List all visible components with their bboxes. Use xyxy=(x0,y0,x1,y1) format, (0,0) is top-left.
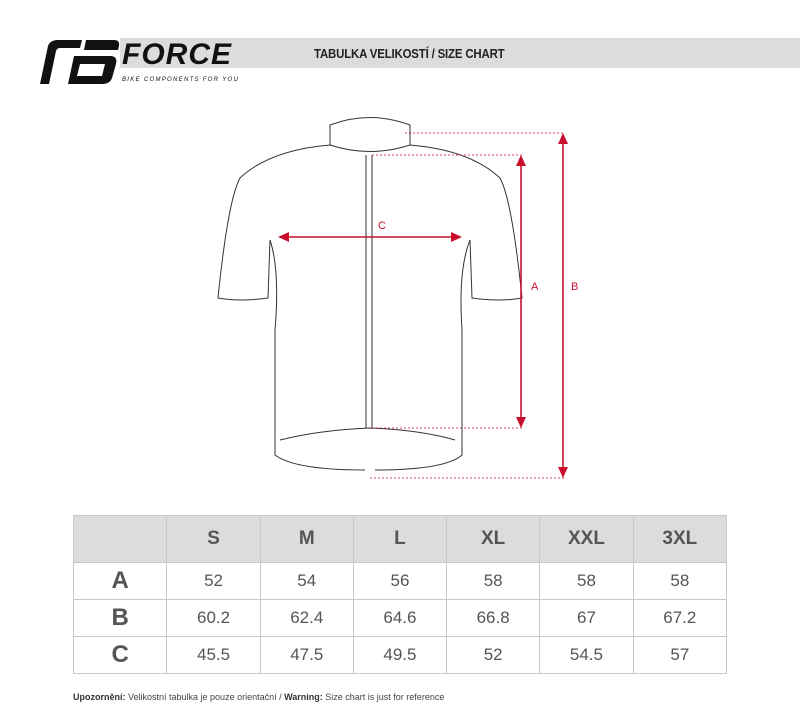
force-logo-icon xyxy=(40,40,120,84)
table-row: A 52 54 56 58 58 58 xyxy=(72,562,728,600)
size-col: L xyxy=(352,515,448,563)
table-cell: 67 xyxy=(539,599,634,637)
corner-cell xyxy=(72,515,168,563)
jersey-outline xyxy=(217,117,523,471)
size-table: S M L XL XXL 3XL A 52 54 56 58 58 58 B 60.2 62.4 6… xyxy=(72,515,728,674)
table-cell: 67.2 xyxy=(632,599,728,637)
table-cell: 64.6 xyxy=(352,599,448,637)
table-cell: 56 xyxy=(352,562,448,600)
table-cell: 58 xyxy=(539,562,634,600)
warn-cz-label: Upozornění: xyxy=(73,692,126,702)
jersey-diagram: A B C xyxy=(217,117,578,479)
page-title: TABULKA VELIKOSTÍ / SIZE CHART xyxy=(314,46,505,61)
size-col: M xyxy=(259,515,354,563)
warn-en: Size chart is just for reference xyxy=(322,692,445,702)
table-row: C 45.5 47.5 49.5 52 54.5 57 xyxy=(72,636,728,674)
table-cell: 66.8 xyxy=(446,599,541,637)
table-row: B 60.2 62.4 64.6 66.8 67 67.2 xyxy=(72,599,728,637)
label-c: C xyxy=(378,220,386,232)
table-cell: 62.4 xyxy=(259,599,354,637)
table-cell: 58 xyxy=(632,562,728,600)
row-label: B xyxy=(72,599,168,637)
table-cell: 58 xyxy=(446,562,541,600)
size-col: S xyxy=(166,515,261,563)
table-cell: 60.2 xyxy=(166,599,261,637)
row-label: C xyxy=(72,636,168,674)
size-col: XXL xyxy=(539,515,634,563)
table-cell: 47.5 xyxy=(259,636,354,674)
warn-cz: Velikostní tabulka je pouze orientační / xyxy=(125,692,285,702)
warn-en-label: Warning: xyxy=(284,692,323,702)
table-cell: 45.5 xyxy=(166,636,261,674)
size-col: 3XL xyxy=(632,515,728,563)
table-cell: 49.5 xyxy=(352,636,448,674)
table-cell: 57 xyxy=(632,636,728,674)
row-label: A xyxy=(72,562,168,600)
header-band xyxy=(120,38,800,68)
table-cell: 54.5 xyxy=(539,636,634,674)
label-a: A xyxy=(531,281,539,293)
table-cell: 52 xyxy=(446,636,541,674)
label-b: B xyxy=(571,281,578,293)
size-header-row: S M L XL XXL 3XL xyxy=(72,515,728,563)
footer-warning: Upozornění: Velikostní tabulka je pouze … xyxy=(73,691,444,703)
size-col: XL xyxy=(446,515,541,563)
table-cell: 52 xyxy=(166,562,261,600)
brand-tagline: BIKE COMPONENTS FOR YOU xyxy=(122,77,240,83)
brand-name: FORCE xyxy=(122,38,232,71)
table-cell: 54 xyxy=(259,562,354,600)
